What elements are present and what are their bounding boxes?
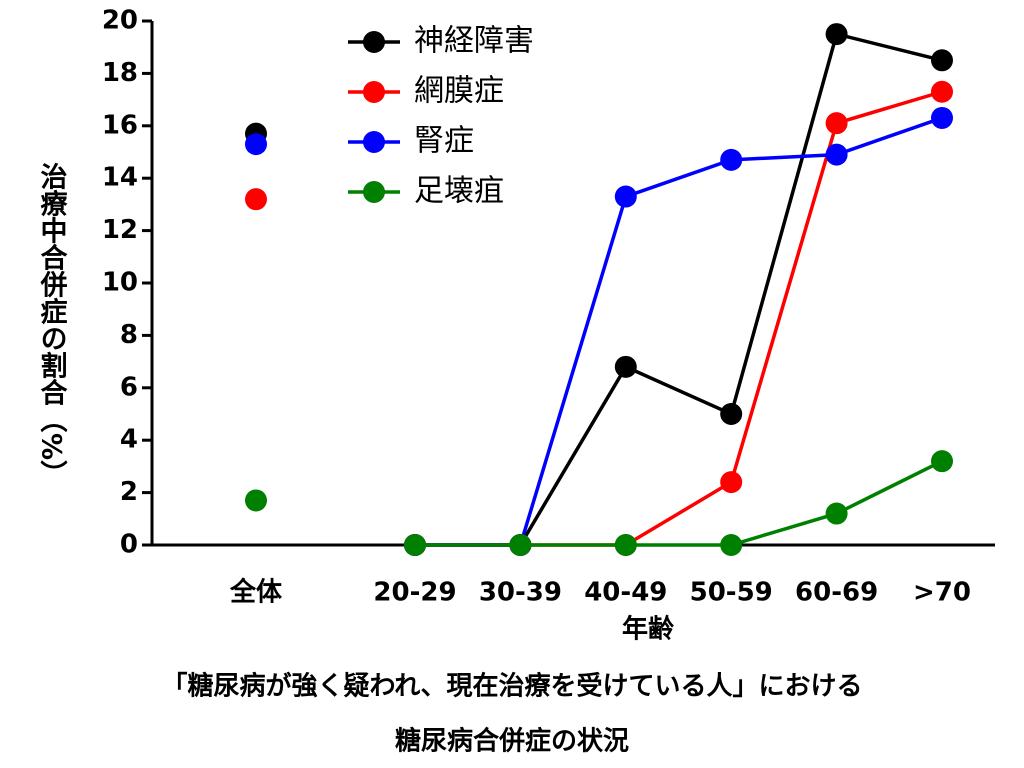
y-tick-label: 2 <box>120 477 138 507</box>
data-point <box>614 355 637 378</box>
x-tick-label: 40-49 <box>584 578 667 608</box>
series-line <box>415 90 943 547</box>
series-line <box>415 459 943 547</box>
data-point <box>720 148 743 171</box>
data-point <box>931 49 953 72</box>
legend-marker <box>363 31 385 53</box>
data-point <box>825 502 848 525</box>
x-axis-label: 年齢 <box>622 614 675 645</box>
y-tick-label: 14 <box>102 163 138 193</box>
chart-title: 糖尿病合併症の状況 <box>395 726 629 757</box>
overall-point <box>245 188 267 211</box>
data-point <box>614 185 637 208</box>
data-point <box>720 403 743 425</box>
legend-label: 網膜症 <box>414 74 504 109</box>
x-tick-label: >70 <box>913 578 971 608</box>
data-point <box>614 534 637 556</box>
y-tick-label: 10 <box>102 268 138 298</box>
y-tick-label: 16 <box>102 110 138 140</box>
chart-title: 「糖尿病が強く疑われ、現在治療を受けている人」における <box>162 671 863 702</box>
x-tick-label: 50-59 <box>690 578 773 608</box>
data-point <box>720 471 743 494</box>
y-tick-label: 0 <box>120 530 138 560</box>
x-tick-label: 30-39 <box>479 578 562 608</box>
y-axis-label: 治療中合併症の割合（%） <box>36 163 69 487</box>
data-point <box>825 23 848 46</box>
data-point <box>404 534 426 556</box>
legend-marker <box>363 181 385 203</box>
data-point <box>931 450 953 473</box>
data-point <box>825 143 848 166</box>
legend-label: 神経障害 <box>414 24 534 59</box>
data-point <box>931 80 953 103</box>
legend-label: 足壊疽 <box>414 174 504 209</box>
legend-label: 腎症 <box>414 124 474 159</box>
data-point <box>509 534 532 556</box>
y-tick-label: 12 <box>102 215 138 245</box>
data-point <box>720 534 743 556</box>
legend-marker <box>363 81 385 103</box>
series-line <box>415 31 943 547</box>
x-tick-label: 60-69 <box>795 578 878 608</box>
overall-point <box>245 489 267 512</box>
x-tick-label: 20-29 <box>373 578 456 608</box>
y-tick-label: 8 <box>120 320 138 350</box>
data-point <box>931 106 953 129</box>
y-tick-label: 6 <box>120 372 138 402</box>
y-tick-label: 4 <box>120 425 138 455</box>
y-tick-label: 20 <box>102 6 138 36</box>
y-tick-label: 18 <box>102 58 138 88</box>
overall-point <box>245 133 267 156</box>
legend-marker <box>363 131 385 153</box>
x-tick-label: 全体 <box>229 577 283 608</box>
data-point <box>825 112 848 135</box>
